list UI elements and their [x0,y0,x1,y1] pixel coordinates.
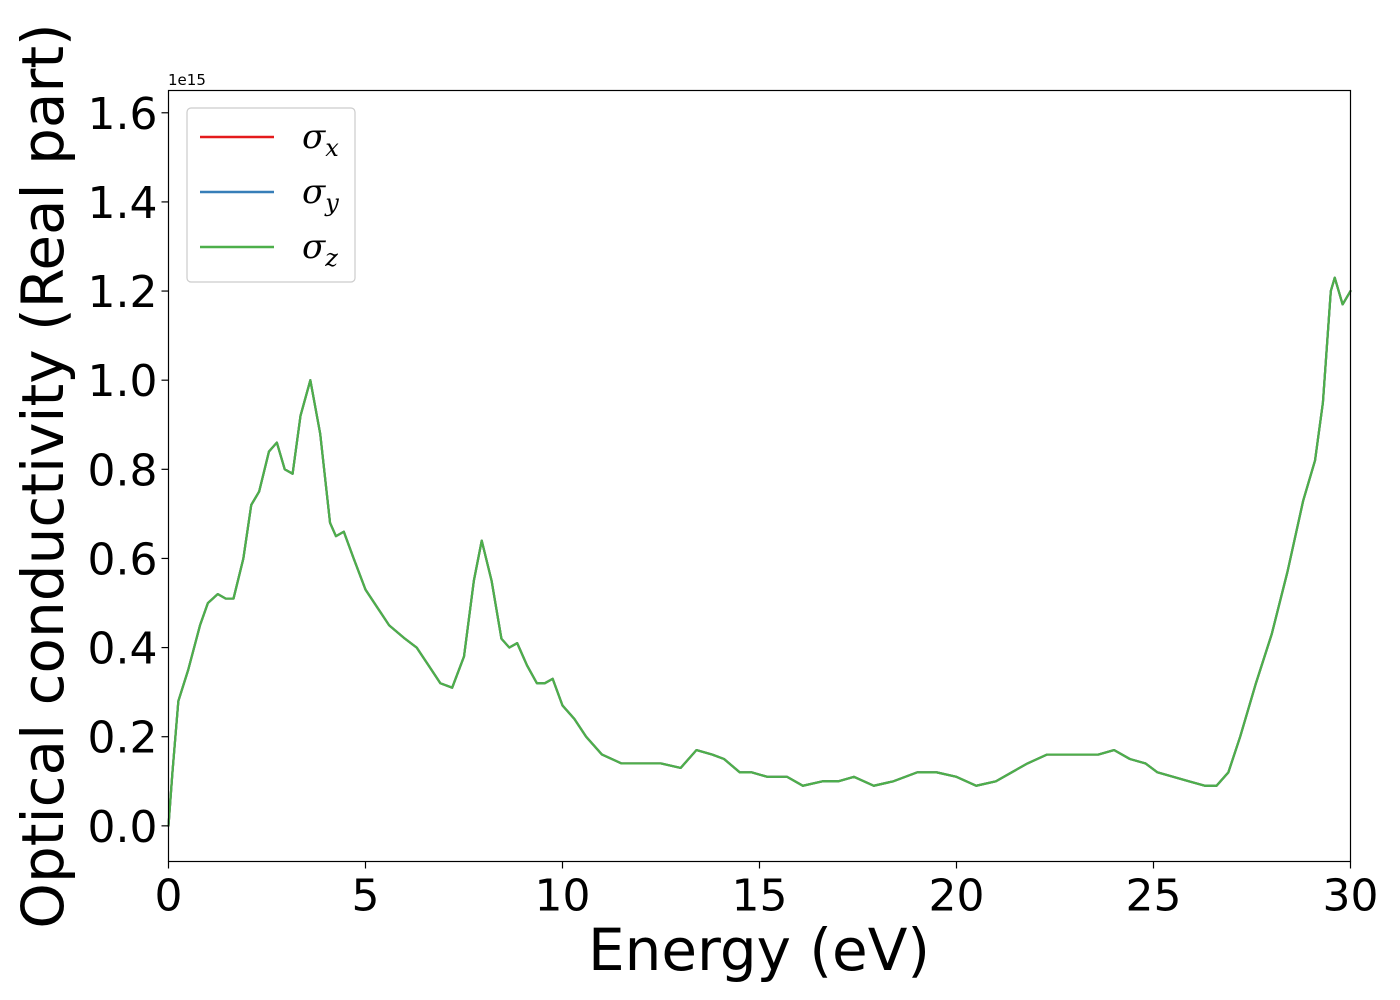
y-offset-text: 1e15 [168,71,206,89]
legend-label-x: σx [302,117,339,162]
series-lines [167,276,1352,827]
x-tick-label: 20 [929,871,985,922]
x-axis-title: Energy (eV) [588,916,930,984]
y-tick-label: 1.4 [88,178,158,229]
y-tick-label: 1.2 [88,267,158,318]
series-line-z [167,276,1352,827]
y-tick-label: 1.6 [88,89,158,140]
y-axis: 0.0 0.2 0.4 0.6 0.8 1.0 1.2 1.4 1.6 [88,89,169,853]
x-tick-label: 0 [155,871,183,922]
x-tick-label: 15 [732,871,788,922]
y-tick-label: 0.6 [88,534,158,585]
x-tick-label: 25 [1126,871,1182,922]
x-tick-label: 5 [352,871,380,922]
y-axis-title: Optical conductivity (Real part) [9,23,77,928]
legend: σx σy σz [186,107,356,283]
legend-label-y: σy [302,172,339,217]
y-tick-label: 0.4 [88,624,158,675]
y-tick-label: 0.2 [88,713,158,764]
legend-label-z: σz [302,227,338,272]
x-tick-label: 30 [1323,871,1379,922]
legend-box [186,107,356,283]
y-tick-label: 0.8 [88,445,158,496]
y-tick-label: 1.0 [88,356,158,407]
y-tick-label: 0.0 [88,802,158,853]
x-axis: 0 5 10 15 20 25 30 [155,861,1379,922]
x-tick-label: 10 [535,871,591,922]
